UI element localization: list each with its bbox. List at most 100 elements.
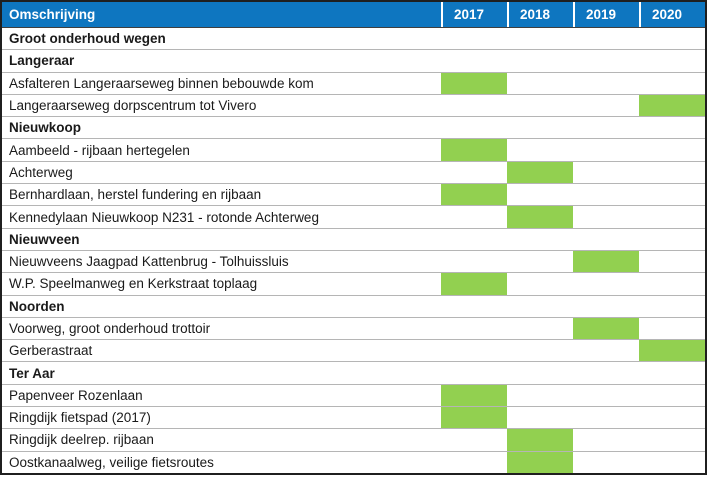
row-label: Aambeeld - rijbaan hertegelen (9, 142, 190, 158)
year-cell-2017 (441, 407, 507, 429)
year-cell-2019 (573, 229, 639, 250)
table-row: Oostkanaalweg, veilige fietsroutes (2, 451, 705, 473)
year-cell-2017 (441, 50, 507, 71)
year-cell-2017 (441, 340, 507, 361)
row-label: Ter Aar (9, 365, 55, 381)
row-label: Noorden (9, 298, 65, 314)
year-cell-2020 (639, 229, 705, 250)
year-cell-2019 (573, 250, 639, 273)
row-label: Oostkanaalweg, veilige fietsroutes (9, 454, 214, 470)
year-cell-2019 (573, 95, 639, 116)
year-cell-2018 (507, 385, 573, 406)
table-row: Ter Aar (2, 362, 705, 385)
table-row: W.P. Speelmanweg en Kerkstraat toplaag (2, 273, 705, 296)
year-cell-2019 (573, 28, 639, 49)
year-cell-2019 (573, 362, 639, 383)
year-cell-2017 (441, 162, 507, 183)
year-cell-2018 (507, 206, 573, 228)
year-cell-2019 (573, 385, 639, 406)
year-cell-2018 (507, 340, 573, 361)
table-row: Aambeeld - rijbaan hertegelen (2, 139, 705, 162)
year-cell-2020 (639, 28, 705, 49)
row-label: Ringdijk deelrep. rijbaan (9, 432, 154, 448)
table-row: Kennedylaan Nieuwkoop N231 - rotonde Ach… (2, 206, 705, 229)
year-cell-2019 (573, 139, 639, 160)
year-cell-2020 (639, 117, 705, 138)
year-cell-2020 (639, 452, 705, 473)
year-cell-2018 (507, 139, 573, 160)
table-row: Asfalteren Langeraarseweg binnen bebouwd… (2, 72, 705, 95)
year-cell-2018 (507, 407, 573, 428)
year-cell-2020 (639, 139, 705, 160)
table-header-row: Omschrijving 2017 2018 2019 2020 (2, 2, 705, 28)
row-label: Asfalteren Langeraarseweg binnen bebouwd… (9, 75, 314, 91)
table-row: Papenveer Rozenlaan (2, 384, 705, 408)
year-cell-2017 (441, 296, 507, 317)
row-label: Nieuwkoop (9, 120, 82, 136)
row-label: Kennedylaan Nieuwkoop N231 - rotonde Ach… (9, 209, 319, 225)
year-cell-2017 (441, 117, 507, 138)
year-cell-2020 (639, 340, 705, 362)
row-label: W.P. Speelmanweg en Kerkstraat toplaag (9, 276, 258, 292)
year-cell-2018 (507, 251, 573, 272)
table-row: Nieuwveens Jaagpad Kattenbrug - Tolhuiss… (2, 250, 705, 274)
year-cell-2019 (573, 206, 639, 227)
year-cell-2019 (573, 340, 639, 361)
column-header-2018: 2018 (507, 2, 573, 27)
year-cell-2018 (507, 362, 573, 383)
row-label: Nieuwveens Jaagpad Kattenbrug - Tolhuiss… (9, 254, 289, 270)
year-cell-2017 (441, 362, 507, 383)
year-cell-2018 (507, 184, 573, 205)
column-header-2020: 2020 (639, 2, 705, 27)
row-label: Langeraar (9, 53, 75, 69)
year-cell-2019 (573, 429, 639, 450)
year-cell-2020 (639, 94, 705, 117)
year-cell-2017 (441, 184, 507, 206)
table-body: Groot onderhoud wegen Langeraar Asfalter… (2, 28, 705, 473)
row-label: Ringdijk fietspad (2017) (9, 410, 151, 426)
year-cell-2018 (507, 229, 573, 250)
year-cell-2020 (639, 362, 705, 383)
year-cell-2020 (639, 273, 705, 294)
year-cell-2019 (573, 452, 639, 473)
table-row: Ringdijk fietspad (2017) (2, 407, 705, 430)
year-cell-2020 (639, 162, 705, 183)
year-cell-2020 (639, 407, 705, 428)
year-cell-2017 (441, 251, 507, 272)
year-cell-2017 (441, 384, 507, 407)
year-cell-2017 (441, 273, 507, 295)
year-cell-2017 (441, 139, 507, 161)
row-label: Papenveer Rozenlaan (9, 387, 143, 403)
row-label: Nieuwveen (9, 231, 80, 247)
year-cell-2017 (441, 72, 507, 94)
year-cell-2020 (639, 73, 705, 94)
year-cell-2019 (573, 296, 639, 317)
row-label: Bernhardlaan, herstel fundering en rijba… (9, 187, 262, 203)
row-label: Voorweg, groot onderhoud trottoir (9, 321, 211, 336)
year-cell-2018 (507, 161, 573, 184)
year-cell-2018 (507, 451, 573, 473)
year-cell-2019 (573, 162, 639, 183)
table-row: Nieuwveen (2, 228, 705, 251)
year-cell-2020 (639, 50, 705, 71)
year-cell-2019 (573, 273, 639, 294)
description-column-header: Omschrijving (2, 2, 441, 27)
table-row: Gerberastraat (2, 340, 705, 363)
year-cell-2020 (639, 296, 705, 317)
year-cell-2017 (441, 318, 507, 339)
table-row: Langeraarseweg dorpscentrum tot Vivero (2, 94, 705, 118)
row-label: Groot onderhoud wegen (9, 31, 166, 47)
year-cell-2019 (573, 407, 639, 428)
year-cell-2017 (441, 229, 507, 250)
year-cell-2018 (507, 117, 573, 138)
year-cell-2019 (573, 73, 639, 94)
year-cell-2017 (441, 206, 507, 227)
year-cell-2017 (441, 95, 507, 116)
year-cell-2019 (573, 317, 639, 340)
table-row: Noorden (2, 295, 705, 318)
table-row: Ringdijk deelrep. rijbaan (2, 429, 705, 452)
year-cell-2017 (441, 28, 507, 49)
row-label: Langeraarseweg dorpscentrum tot Vivero (9, 98, 257, 114)
row-label: Gerberastraat (9, 343, 93, 359)
